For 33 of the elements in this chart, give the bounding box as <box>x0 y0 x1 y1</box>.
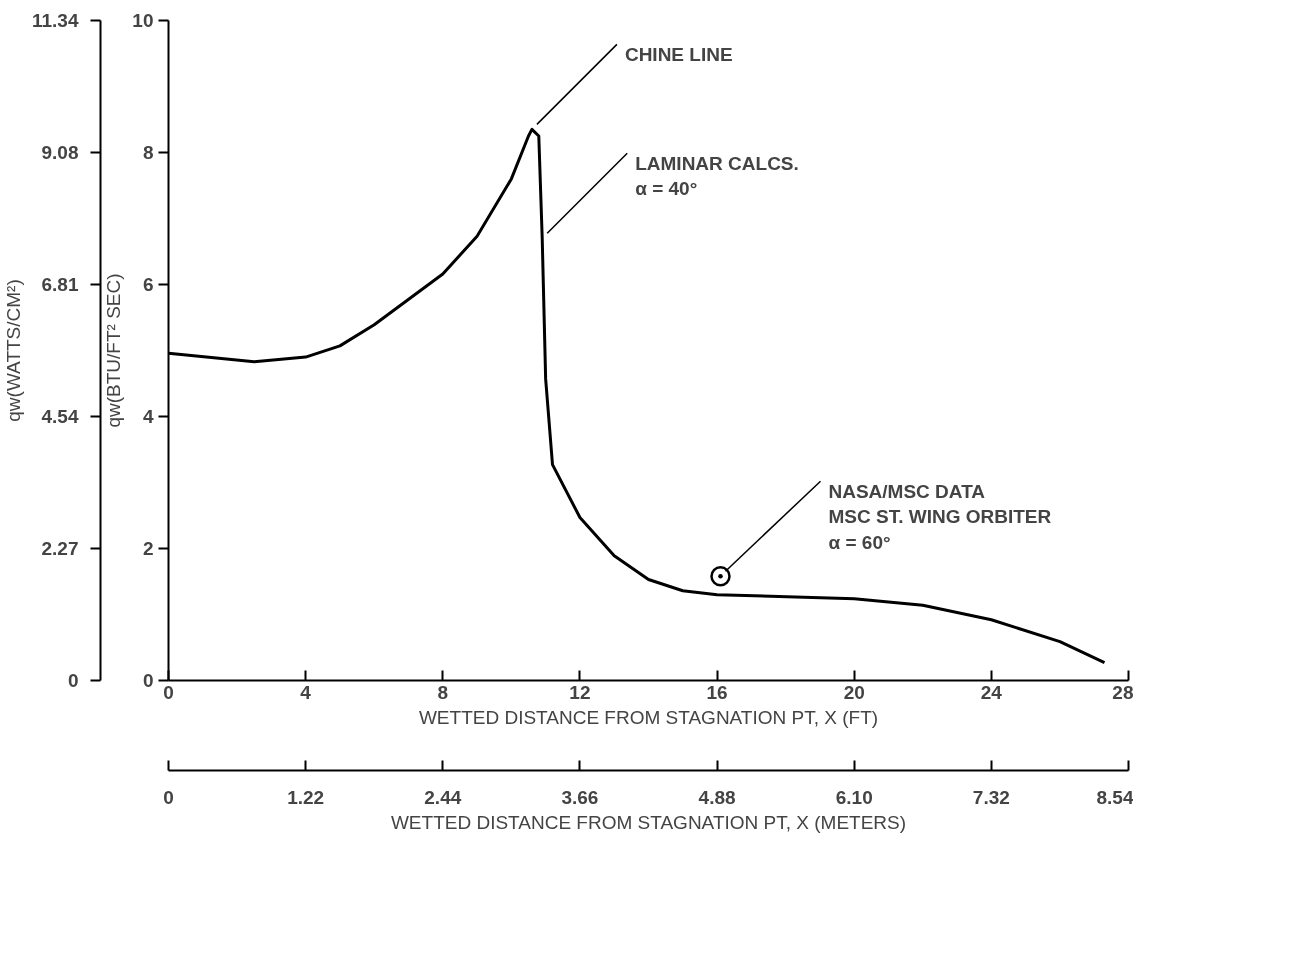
x-tick-label: 0 <box>163 681 174 703</box>
y2-tick-label: 2.27 <box>41 537 79 559</box>
y-tick-label: 4 <box>142 406 154 427</box>
x2-tick-label: 0 <box>163 786 174 808</box>
y2-tick-label: 11.34 <box>32 10 79 31</box>
y-tick-label: 6 <box>142 274 154 295</box>
x-tick-label: 20 <box>843 681 865 703</box>
y-tick-label: 10 <box>132 10 154 31</box>
y2-tick-label: 4.54 <box>41 405 79 427</box>
x-tick-label: 28 <box>1112 681 1134 703</box>
x2-tick-label: 2.44 <box>424 786 462 808</box>
annotation: LAMINAR CALCS. α = 40° <box>635 153 799 200</box>
x2-axis-title: WETTED DISTANCE FROM STAGNATION PT, X (METERS) <box>390 811 907 833</box>
x-axis-title: WETTED DISTANCE FROM STAGNATION PT, X (FT) <box>418 706 879 728</box>
x-tick-label: 8 <box>437 681 449 703</box>
x2-tick-label: 6.10 <box>835 786 873 808</box>
y2-tick-label: 9.08 <box>41 141 79 163</box>
x2-tick-label: 3.66 <box>561 786 599 808</box>
x-tick-label: 12 <box>569 681 591 703</box>
y2-tick-label: 6.81 <box>41 273 79 295</box>
x-tick-label: 4 <box>300 681 312 703</box>
x2-tick-label: 1.22 <box>287 786 325 808</box>
y-tick-label: 2 <box>142 538 154 559</box>
annotation: NASA/MSC DATA MSC ST. WING ORBITER α = 60° <box>828 481 1052 553</box>
x2-tick-label: 4.88 <box>698 786 736 808</box>
x-tick-label: 16 <box>706 681 728 703</box>
x-tick-label: 24 <box>980 681 1003 703</box>
x2-tick-label: 8.54 <box>1096 786 1134 808</box>
x2-tick-label: 7.32 <box>972 786 1010 808</box>
y-tick-label: 8 <box>142 142 154 163</box>
y-axis-title: qw(BTU/FT² SEC) <box>103 273 125 428</box>
annotation: CHINE LINE <box>624 44 733 66</box>
y2-axis-title: qw(WATTS/CM²) <box>3 279 24 422</box>
